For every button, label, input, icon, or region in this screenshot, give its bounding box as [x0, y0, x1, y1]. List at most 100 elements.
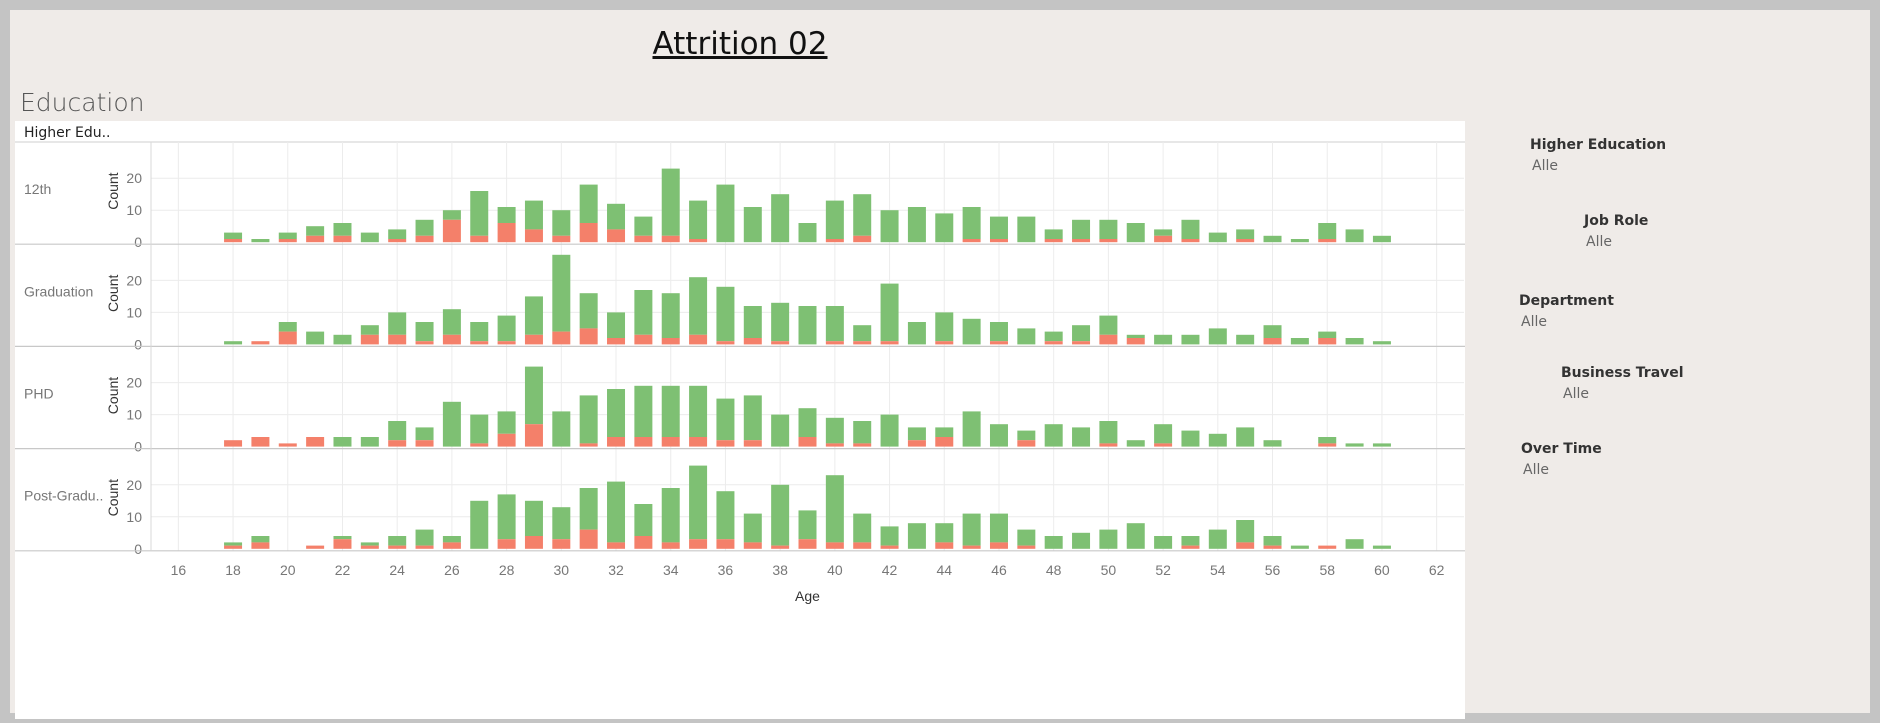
bar-attrition-yes — [497, 539, 516, 549]
bar-attrition-no — [1236, 520, 1255, 543]
bar-attrition-no — [415, 219, 434, 236]
bar-attrition-yes — [1072, 239, 1091, 243]
bar-attrition-yes — [771, 545, 790, 549]
bar-attrition-no — [1072, 325, 1091, 342]
y-tick-label: 20 — [126, 375, 142, 391]
filter-department[interactable]: Department Alle — [1519, 293, 1614, 330]
bar-attrition-no — [907, 523, 926, 549]
bar-attrition-no — [1126, 223, 1145, 243]
bar-attrition-yes — [634, 536, 653, 549]
bar-attrition-yes — [1017, 440, 1036, 447]
bar-attrition-yes — [442, 219, 461, 243]
bar-attrition-no — [935, 523, 954, 543]
bar-attrition-no — [1099, 421, 1118, 444]
x-tick-label: 52 — [1155, 562, 1171, 578]
bar-attrition-no — [771, 484, 790, 546]
bar-attrition-yes — [716, 341, 735, 345]
bar-attrition-no — [989, 322, 1008, 342]
x-tick-label: 20 — [280, 562, 296, 578]
bar-attrition-yes — [442, 334, 461, 345]
bar-attrition-no — [1154, 536, 1173, 549]
bar-attrition-yes — [880, 341, 899, 345]
bar-attrition-no — [689, 465, 708, 540]
x-tick-label: 36 — [718, 562, 734, 578]
bar-attrition-no — [716, 286, 735, 342]
bar-attrition-yes — [278, 331, 297, 345]
y-tick-label: 20 — [126, 272, 142, 288]
filter-job-role[interactable]: Job Role Alle — [1584, 213, 1648, 250]
bar-attrition-yes — [306, 545, 325, 549]
panel-label: Post-Gradu.. — [24, 488, 103, 504]
bar-attrition-no — [771, 194, 790, 243]
bar-attrition-yes — [989, 542, 1008, 549]
filter-value[interactable]: Alle — [1563, 386, 1589, 402]
x-tick-label: 48 — [1046, 562, 1062, 578]
bar-attrition-no — [524, 296, 543, 335]
bar-attrition-no — [251, 536, 270, 543]
filter-value[interactable]: Alle — [1532, 158, 1558, 174]
x-tick-label: 32 — [608, 562, 624, 578]
bar-attrition-no — [470, 414, 489, 444]
bar-attrition-no — [1290, 239, 1309, 243]
bar-attrition-no — [1208, 232, 1227, 243]
filter-value[interactable]: Alle — [1586, 234, 1612, 250]
bar-attrition-no — [880, 414, 899, 447]
bar-attrition-no — [1263, 325, 1282, 338]
bar-attrition-no — [1099, 315, 1118, 335]
bar-attrition-yes — [415, 545, 434, 549]
attrition-age-chart[interactable]: Higher Edu.. 0 10 20 Count 12th 0 10 20 Count Grad… — [15, 121, 1465, 719]
bar-attrition-yes — [524, 424, 543, 447]
bar-attrition-no — [634, 290, 653, 335]
bar-attrition-no — [524, 200, 543, 230]
bar-attrition-yes — [497, 341, 516, 345]
filter-over-time[interactable]: Over Time Alle — [1521, 441, 1602, 478]
bar-attrition-no — [907, 322, 926, 345]
bar-attrition-yes — [1044, 239, 1063, 243]
filter-business-travel[interactable]: Business Travel Alle — [1561, 365, 1684, 402]
x-tick-label: 22 — [335, 562, 351, 578]
bar-attrition-yes — [825, 443, 844, 447]
bar-attrition-no — [224, 341, 243, 345]
bar-attrition-no — [497, 315, 516, 342]
bar-attrition-yes — [689, 437, 708, 447]
y-axis-title: Count — [105, 172, 121, 209]
bar-attrition-no — [771, 302, 790, 342]
bar-attrition-yes — [1099, 443, 1118, 447]
bar-attrition-no — [935, 427, 954, 437]
bar-attrition-yes — [661, 338, 680, 345]
bar-attrition-yes — [579, 328, 598, 345]
filter-value[interactable]: Alle — [1523, 462, 1549, 478]
bar-attrition-no — [743, 513, 762, 543]
filter-value[interactable]: Alle — [1521, 314, 1547, 330]
bar-attrition-no — [634, 385, 653, 437]
y-tick-label: 10 — [126, 407, 142, 423]
bar-attrition-no — [880, 526, 899, 546]
bar-attrition-yes — [907, 440, 926, 447]
bar-attrition-yes — [470, 443, 489, 447]
bar-attrition-yes — [360, 334, 379, 345]
bar-attrition-no — [442, 401, 461, 447]
bar-attrition-no — [825, 306, 844, 342]
filter-label: Department — [1519, 293, 1614, 309]
y-axis-title: Count — [105, 479, 121, 516]
bar-attrition-no — [1318, 331, 1337, 338]
x-tick-label: 60 — [1374, 562, 1390, 578]
bar-attrition-yes — [798, 437, 817, 447]
bar-attrition-no — [1181, 219, 1200, 239]
bar-attrition-yes — [607, 338, 626, 345]
bar-attrition-no — [1154, 424, 1173, 444]
bar-attrition-no — [1017, 216, 1036, 243]
bar-attrition-yes — [743, 542, 762, 549]
bar-attrition-yes — [825, 542, 844, 549]
x-tick-label: 26 — [444, 562, 460, 578]
bar-attrition-no — [935, 312, 954, 342]
bar-attrition-no — [853, 513, 872, 543]
bar-attrition-yes — [989, 341, 1008, 345]
dashboard-title: Attrition 02 — [652, 26, 828, 62]
bar-attrition-no — [1154, 229, 1173, 236]
chart-panel[interactable]: Higher Edu.. 0 10 20 Count 12th 0 10 20 Count Grad… — [15, 121, 1465, 719]
bar-attrition-no — [1372, 545, 1391, 549]
bar-attrition-no — [1044, 536, 1063, 549]
filter-higher-education[interactable]: Higher Education Alle — [1530, 137, 1666, 174]
x-tick-label: 30 — [554, 562, 570, 578]
